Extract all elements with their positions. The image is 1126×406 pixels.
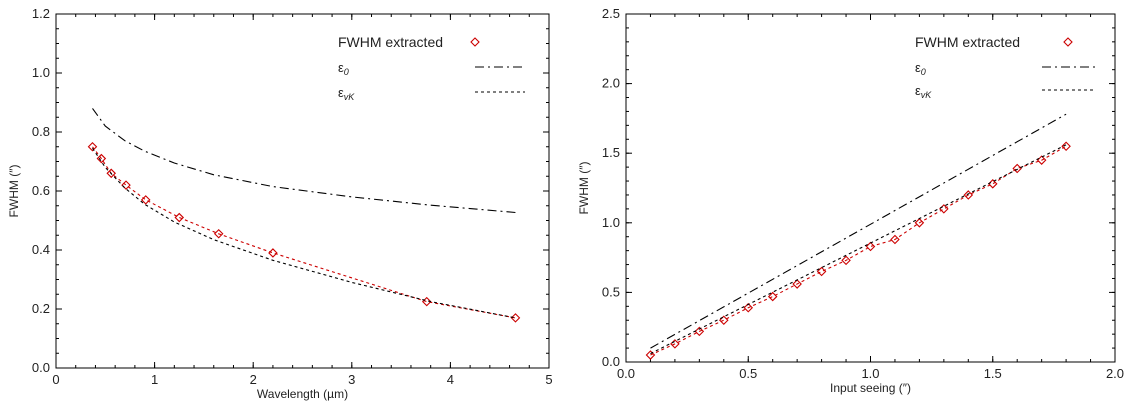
y-tick-label: 0.0 xyxy=(602,354,620,369)
series-line-dashdot-2 xyxy=(650,113,1067,349)
x-tick-label: 2.0 xyxy=(1106,366,1124,381)
y-axis-title: FWHM (″) xyxy=(7,165,21,218)
legend-label: FWHM extracted xyxy=(338,34,443,50)
data-point xyxy=(87,141,98,152)
x-axis-title: Wavelength (µm) xyxy=(257,387,348,401)
data-point xyxy=(645,350,656,360)
series-line-dotted-1 xyxy=(650,145,1067,356)
y-tick-label: 0.6 xyxy=(32,183,50,198)
y-tick-label: 0.4 xyxy=(32,242,50,257)
data-point xyxy=(694,326,705,337)
plot-frame xyxy=(625,13,1116,363)
data-point xyxy=(1061,141,1071,152)
data-point xyxy=(106,168,116,179)
y-tick-label: 1.2 xyxy=(32,6,50,21)
data-point xyxy=(268,248,278,258)
data-point xyxy=(121,180,131,190)
data-point xyxy=(1012,163,1022,174)
x-tick-label: 1.5 xyxy=(984,366,1002,381)
legend-marker-diamond xyxy=(1063,37,1073,47)
x-tick-label: 1.0 xyxy=(861,366,879,381)
data-point xyxy=(213,228,224,239)
x-tick-label: 4 xyxy=(447,372,454,387)
legend-label: εvK xyxy=(338,85,355,102)
x-tick-label: 5 xyxy=(545,372,552,387)
data-point xyxy=(743,302,754,313)
x-tick-label: 0.5 xyxy=(739,366,757,381)
y-tick-label: 2.5 xyxy=(602,6,620,21)
series-line-dotted-1 xyxy=(92,146,516,319)
series-line-dotted-3 xyxy=(92,147,516,319)
y-tick-label: 0.5 xyxy=(602,284,620,299)
series-line-dashdot-2 xyxy=(92,108,516,214)
x-tick-label: 1 xyxy=(151,372,158,387)
y-tick-label: 0.2 xyxy=(32,301,50,316)
y-tick-label: 0.0 xyxy=(32,360,50,375)
data-point xyxy=(890,234,900,245)
legend-label: ε0 xyxy=(915,60,926,77)
x-tick-label: 2 xyxy=(250,372,257,387)
legend-marker-diamond xyxy=(470,37,480,47)
data-point xyxy=(963,190,974,200)
chart-panel-1: 0 1 2 3 4 5 0.0 0.2 0.4 0.6 0.8 1.0 1.2 Wavelength (µ… xyxy=(7,6,553,401)
data-point xyxy=(987,179,998,189)
data-point xyxy=(914,218,925,228)
data-point xyxy=(174,212,185,223)
chart-panel-2: 0.0 0.5 1.0 1.5 2.0 0.0 0.5 1.0 1.5 2.0 2.5 Input s… xyxy=(577,6,1124,395)
x-tick-label: 0.0 xyxy=(617,366,635,381)
y-tick-label: 0.8 xyxy=(32,124,50,139)
data-point xyxy=(719,315,729,326)
x-tick-label: 0 xyxy=(52,372,59,387)
y-tick-label: 1.0 xyxy=(32,65,50,80)
legend-label: ε0 xyxy=(338,60,349,77)
legend-label: FWHM extracted xyxy=(915,34,1020,50)
data-point xyxy=(510,313,521,323)
y-tick-label: 2.0 xyxy=(602,76,620,91)
data-point xyxy=(865,241,876,252)
data-point xyxy=(841,255,851,266)
x-axis-title: Input seeing (″) xyxy=(830,381,911,395)
y-axis-title: FWHM (″) xyxy=(577,162,591,215)
data-point xyxy=(792,279,802,289)
x-tick-label: 3 xyxy=(348,372,355,387)
y-tick-label: 1.0 xyxy=(602,215,620,230)
data-point xyxy=(140,195,151,205)
data-point xyxy=(939,204,949,214)
legend-label: εvK xyxy=(915,83,932,100)
series-line-dotted-3 xyxy=(650,144,1067,355)
y-tick-label: 1.5 xyxy=(602,145,620,160)
data-point xyxy=(96,153,107,164)
